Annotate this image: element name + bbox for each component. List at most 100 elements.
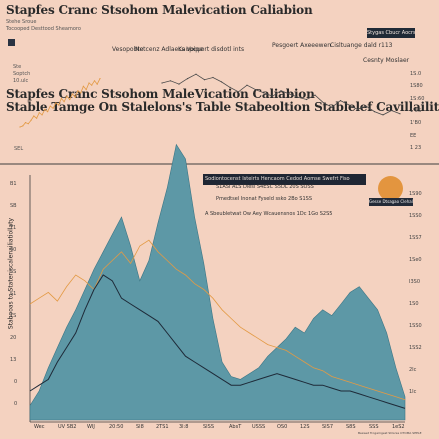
series-line-dark bbox=[29, 274, 406, 409]
grey-point bbox=[348, 104, 350, 106]
x-axis-tick: 20:50 bbox=[109, 424, 124, 430]
grey-point bbox=[399, 113, 401, 115]
top-label-6: Cesnty Moslaer bbox=[363, 57, 410, 64]
right-axis-tick: 1Ic bbox=[409, 389, 417, 395]
orange-point bbox=[33, 115, 35, 117]
grey-point bbox=[246, 84, 248, 86]
left-axis-tick: T1 bbox=[10, 225, 17, 231]
orange-point bbox=[93, 80, 96, 82]
x-axis-tick: 2TS1 bbox=[156, 424, 169, 430]
right-axis-tick: 1SS2 bbox=[409, 345, 422, 351]
left-axis-tick: 0 bbox=[14, 401, 18, 407]
orange-point bbox=[80, 92, 82, 94]
right-axis-tick: 1S90 bbox=[409, 191, 422, 197]
x-axis-tick: UV SB2 bbox=[58, 424, 77, 430]
grey-point bbox=[263, 92, 265, 94]
orange-point bbox=[49, 105, 51, 107]
left-axis-tick: SB bbox=[10, 203, 17, 209]
orange-point bbox=[82, 85, 84, 87]
upper-right-tick: 1S80 bbox=[410, 83, 423, 89]
grey-point bbox=[314, 94, 316, 96]
chart-title-line3: Stable Tamge On Stalelons's Table Stabeo… bbox=[6, 100, 439, 114]
grey-point bbox=[271, 95, 274, 97]
orange-point bbox=[60, 97, 63, 99]
lower-panel bbox=[29, 143, 406, 421]
top-label-5: Cisltuange dald r113 bbox=[330, 42, 393, 49]
grey-point bbox=[373, 111, 376, 113]
right-axis-tick: 1S0 bbox=[409, 301, 419, 307]
grey-point bbox=[237, 91, 240, 93]
series-line-orange bbox=[19, 78, 101, 128]
grey-point bbox=[322, 102, 325, 104]
top-label-1: Vesopobte bbox=[112, 46, 144, 53]
x-axis-tick: SIS7 bbox=[322, 424, 334, 430]
grey-point bbox=[339, 100, 342, 102]
grey-point bbox=[186, 78, 189, 80]
orange-point bbox=[55, 102, 57, 104]
grey-point bbox=[365, 105, 367, 107]
right-axis-tick: 2Ic bbox=[409, 367, 417, 373]
right-axis-tick: 1SS0 bbox=[409, 213, 422, 219]
x-axis-tick: Wec bbox=[34, 424, 45, 430]
chart-subtitle: Stehe Sroue bbox=[6, 19, 37, 25]
grey-point bbox=[390, 109, 393, 112]
annotation-row: A Sbeubletwat Ow Aey Wcauensnos 1Dc 1Go … bbox=[205, 211, 333, 217]
grey-point bbox=[297, 96, 299, 98]
chart-title-line1: Stapfes Cranc Stsohom Malevication Calia… bbox=[6, 3, 313, 17]
grey-point bbox=[382, 114, 384, 116]
grey-point bbox=[161, 82, 163, 84]
x-axis-tick: 1eS2 bbox=[392, 424, 405, 430]
right-axis-tick: 1SS0 bbox=[409, 323, 422, 329]
area-series bbox=[29, 143, 406, 421]
left-axis-tick: 20 bbox=[10, 335, 17, 341]
upper-right-tick: EE bbox=[410, 133, 417, 139]
left-axis-tick: 0 bbox=[14, 379, 18, 385]
left-small-1: Ste bbox=[13, 64, 22, 70]
grey-point bbox=[254, 89, 257, 91]
x-axis-tick: SISS bbox=[203, 424, 214, 430]
orange-point bbox=[44, 108, 46, 110]
grey-point bbox=[178, 83, 180, 85]
x-axis-tick: OS0 bbox=[277, 424, 288, 430]
grey-point bbox=[288, 93, 291, 95]
x-axis-tick: AbsT bbox=[229, 424, 242, 430]
left-small-2: Soptch bbox=[13, 71, 31, 77]
orange-point bbox=[58, 104, 60, 106]
x-axis-tick: 3l:8 bbox=[179, 424, 189, 430]
chart-subtitle-2: Tocooped Desttood Sheamoro bbox=[6, 26, 81, 32]
orange-point bbox=[71, 93, 73, 95]
left-axis-tick: B1 bbox=[10, 181, 17, 187]
orange-point bbox=[88, 82, 90, 84]
left-axis-tick: 1S bbox=[10, 313, 17, 319]
legend-swatch bbox=[8, 39, 15, 46]
orange-point bbox=[38, 112, 40, 114]
grey-point bbox=[195, 73, 197, 75]
upper-right-tick: 1S.0 bbox=[410, 71, 422, 77]
orange-point bbox=[24, 122, 27, 124]
left-small-3: 10.ulc bbox=[13, 78, 29, 84]
grey-point bbox=[212, 76, 214, 79]
orange-point bbox=[77, 90, 79, 92]
upper-panel bbox=[19, 73, 401, 128]
x-axis-tick: Sl8 bbox=[136, 424, 144, 430]
orange-point bbox=[52, 107, 54, 109]
orange-point bbox=[19, 126, 21, 128]
top-label-2: Netcenz Adlaecs Voiqe bbox=[135, 46, 204, 53]
grey-point bbox=[305, 98, 308, 101]
grey-point bbox=[331, 106, 333, 108]
annotation-box: Sodiontocenst Isteirts Hencaom Cedod Aom… bbox=[203, 174, 350, 185]
grey-point bbox=[203, 79, 206, 81]
right-axis-tick: 1SS7 bbox=[409, 235, 422, 241]
orange-point bbox=[41, 114, 43, 116]
orange-point bbox=[63, 101, 65, 103]
annotation-row: Pmedtsel Inonat Fyseld ssko 2Bo S1SS bbox=[216, 196, 312, 202]
orange-point bbox=[96, 83, 98, 85]
orange-point bbox=[91, 84, 93, 86]
upper-right-tick: 1'B0 bbox=[410, 120, 422, 126]
grey-point bbox=[169, 80, 172, 82]
orange-point bbox=[27, 123, 29, 125]
series-line-orange-lower bbox=[29, 239, 406, 401]
left-axis-tick: 13 bbox=[10, 357, 17, 363]
top-label-3: Kaupquort disdotl ints bbox=[178, 46, 245, 53]
